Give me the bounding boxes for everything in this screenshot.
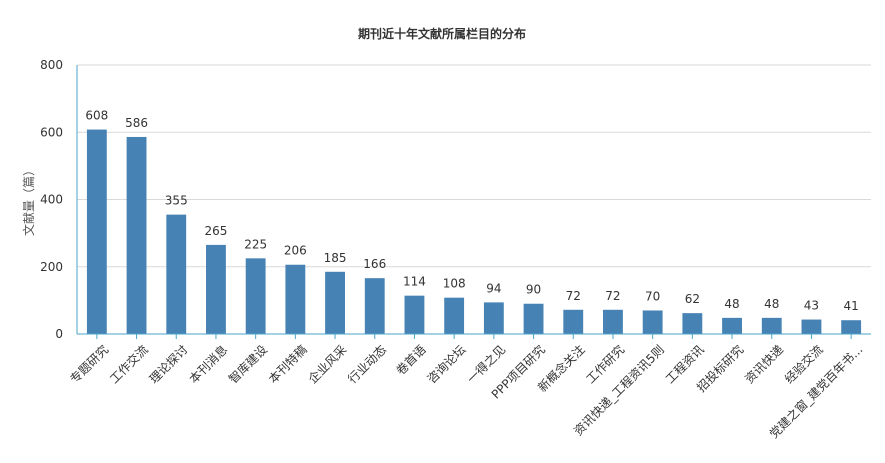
bar[interactable]: [245, 258, 266, 334]
bar[interactable]: [841, 320, 862, 334]
x-tick-label: 咨询论坛: [424, 342, 469, 387]
x-tick-label: 卷首语: [393, 342, 429, 378]
axes: 0 200 400 600 800: [40, 58, 871, 341]
bar[interactable]: [325, 271, 345, 334]
data-label: 72: [566, 289, 581, 303]
data-label: 90: [526, 283, 541, 297]
x-tick-label: 企业风采: [305, 342, 350, 387]
bar[interactable]: [404, 295, 425, 334]
x-tick-label: 专题研究: [67, 342, 112, 387]
bar[interactable]: [761, 317, 782, 334]
data-label: 586: [125, 116, 148, 130]
data-label: 43: [804, 299, 819, 313]
data-label: 608: [85, 109, 108, 123]
y-tick-label: 600: [40, 125, 63, 139]
data-labels: 608 586 355 265 225 206 185 166 114 108 94 90 72 72 70…: [85, 109, 858, 314]
data-label: 94: [486, 281, 501, 295]
bar[interactable]: [166, 214, 187, 334]
x-tick-label: 本刊特稿: [265, 342, 310, 387]
y-tick-label: 0: [55, 327, 63, 341]
bar[interactable]: [126, 136, 147, 334]
y-tick-label: 800: [40, 58, 63, 72]
bar[interactable]: [722, 317, 742, 334]
y-tick-label: 400: [40, 193, 63, 207]
x-tick-label: 理论探讨: [147, 342, 191, 386]
data-label: 48: [764, 297, 779, 311]
bar[interactable]: [523, 303, 544, 334]
data-label: 70: [645, 289, 660, 303]
x-tick-label: 资讯快递: [742, 342, 786, 386]
bar[interactable]: [86, 129, 107, 334]
chart-title: 期刊近十年文献所属栏目的分布: [358, 26, 526, 41]
data-label: 48: [724, 297, 739, 311]
x-tick-label: 工作交流: [106, 342, 151, 387]
bar[interactable]: [444, 297, 465, 334]
bar[interactable]: [682, 313, 703, 334]
x-tick-label: 智库建设: [225, 342, 270, 387]
data-label: 206: [284, 244, 307, 258]
data-label: 185: [324, 251, 347, 265]
data-label: 62: [685, 292, 700, 306]
bars: [86, 129, 862, 334]
y-axis-label: 文献量（篇）: [21, 164, 36, 236]
data-label: 225: [244, 237, 267, 251]
y-tick-label: 200: [40, 260, 63, 274]
bar[interactable]: [563, 309, 584, 334]
bar[interactable]: [206, 244, 226, 334]
bar[interactable]: [642, 310, 663, 334]
bar[interactable]: [603, 309, 623, 334]
data-label: 108: [443, 277, 466, 291]
data-label: 114: [403, 275, 426, 289]
data-label: 72: [605, 289, 620, 303]
grid-lines: [77, 64, 871, 268]
data-label: 166: [363, 257, 386, 271]
bar[interactable]: [483, 302, 504, 334]
bar[interactable]: [801, 319, 822, 334]
data-label: 41: [844, 299, 859, 313]
x-tick-label: 行业动态: [345, 342, 389, 386]
data-label: 355: [165, 194, 188, 208]
data-label: 265: [204, 224, 227, 238]
bar[interactable]: [364, 278, 385, 334]
bar[interactable]: [285, 264, 306, 334]
x-tick-label: 本刊消息: [186, 342, 231, 387]
